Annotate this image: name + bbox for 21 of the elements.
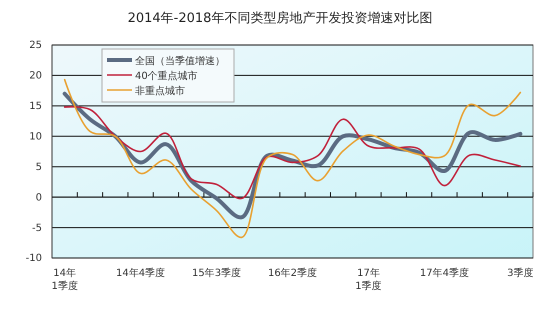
x-tick-label: 3季度	[507, 267, 534, 279]
x-tick-label: 17年4季度	[420, 267, 469, 279]
y-tick-label: 20	[29, 70, 42, 82]
line-series	[64, 78, 522, 238]
legend-label: 全国（当季值增速）	[135, 55, 225, 67]
y-tick-label: 25	[29, 40, 42, 52]
x-tick-label: 16年2季度	[268, 267, 318, 279]
y-tick-label: -5	[32, 222, 42, 234]
y-tick-label: 10	[29, 131, 42, 142]
x-tick-label: 15年3季度	[192, 267, 242, 279]
x-tick-label: 14年4季度	[116, 267, 166, 279]
y-tick-label: -10	[26, 253, 42, 264]
line-series	[64, 106, 522, 200]
chart-title: 2014年-2018年不同类型房地产开发投资增速对比图	[128, 10, 432, 26]
legend-label: 40个重点城市	[135, 70, 198, 82]
legend-label: 非重点城市	[135, 85, 185, 97]
x-tick-label: 14年 1季度	[51, 267, 78, 292]
y-tick-label: 15	[29, 101, 42, 112]
y-tick-label: 0	[36, 192, 42, 204]
x-tick-label: 17年 1季度	[355, 267, 382, 292]
y-tick-label: 5	[36, 162, 42, 173]
